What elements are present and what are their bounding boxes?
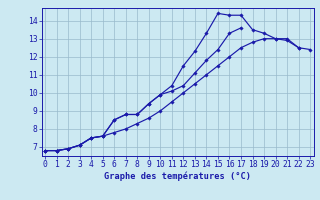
X-axis label: Graphe des températures (°C): Graphe des températures (°C) bbox=[104, 172, 251, 181]
